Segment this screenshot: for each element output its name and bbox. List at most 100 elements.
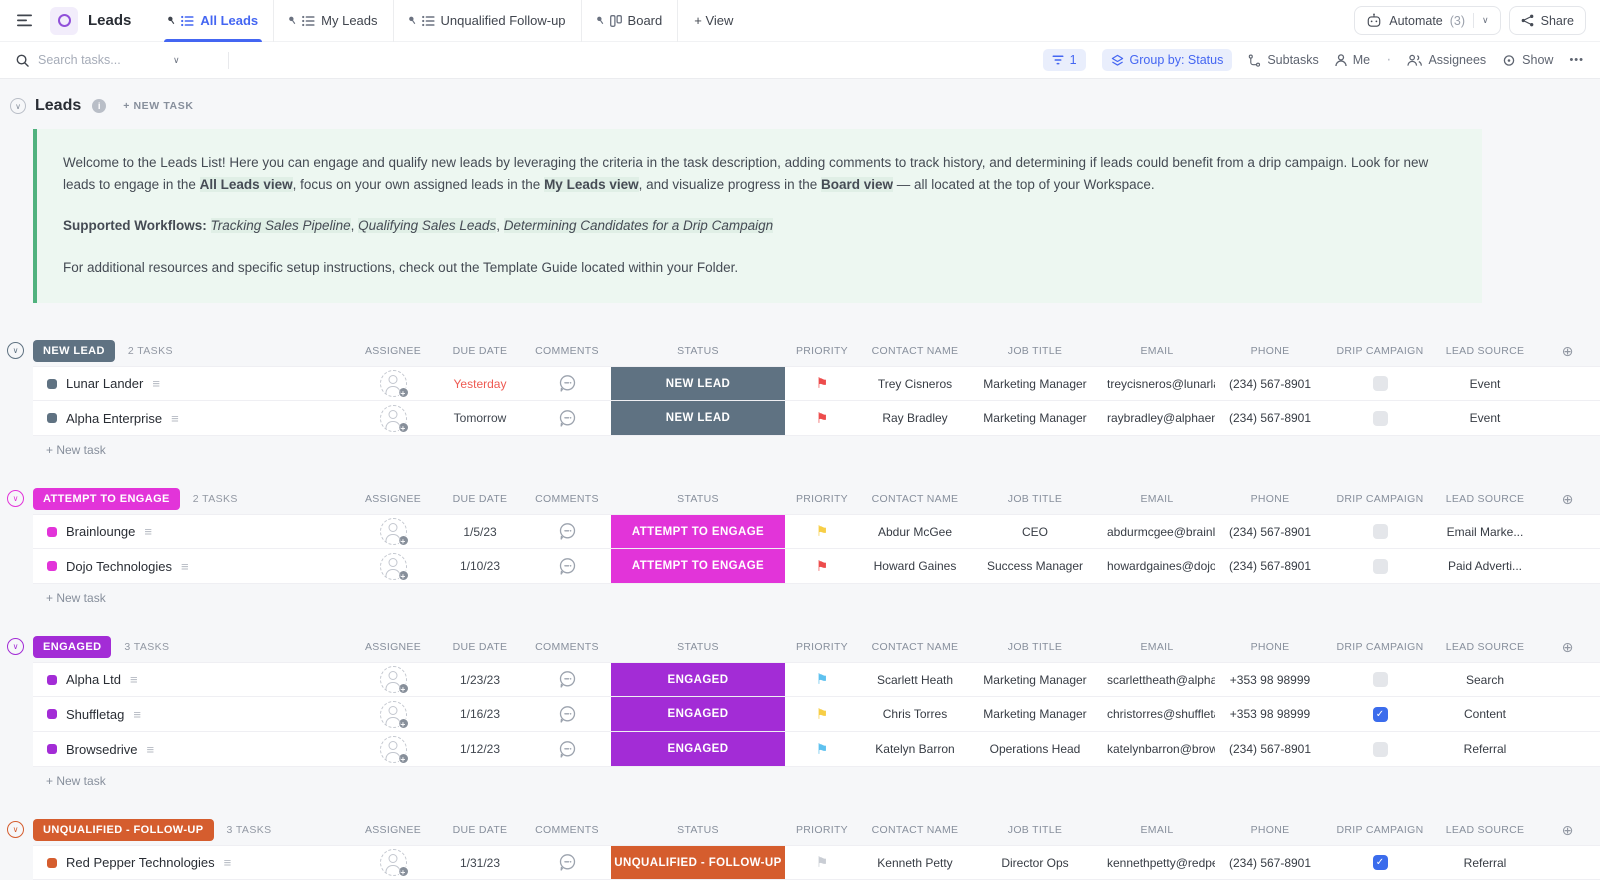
comment-icon[interactable] bbox=[558, 853, 577, 872]
column-header-drip-campaign[interactable]: DRIP CAMPAIGN bbox=[1336, 641, 1424, 654]
chevron-down-icon[interactable]: ∨ bbox=[173, 54, 180, 65]
task-name[interactable]: Dojo Technologies bbox=[66, 558, 172, 574]
group-collapse-icon[interactable]: ∨ bbox=[7, 490, 24, 508]
status-badge[interactable]: ENGAGED bbox=[611, 663, 785, 697]
collapse-chevron-icon[interactable]: ∨ bbox=[10, 98, 26, 114]
job-title[interactable]: Director Ops bbox=[1001, 855, 1069, 870]
description-icon[interactable]: ≡ bbox=[133, 706, 141, 722]
chevron-down-icon[interactable]: ∨ bbox=[1482, 15, 1489, 25]
email[interactable]: scarlettheath@alphal bbox=[1107, 672, 1215, 687]
contact-name[interactable]: Howard Gaines bbox=[873, 559, 957, 574]
add-column-icon[interactable]: ⊕ bbox=[1561, 638, 1574, 655]
column-header-contact-name[interactable]: CONTACT NAME bbox=[871, 824, 959, 837]
task-name[interactable]: Shuffletag bbox=[66, 706, 125, 722]
column-header-due-date[interactable]: DUE DATE bbox=[452, 493, 508, 506]
column-header-phone[interactable]: PHONE bbox=[1250, 493, 1290, 506]
priority-flag-icon[interactable]: ⚑ bbox=[815, 671, 829, 688]
email[interactable]: treycisneros@lunarla bbox=[1107, 376, 1215, 391]
add-column-icon[interactable]: ⊕ bbox=[1561, 821, 1574, 838]
column-header-status[interactable]: STATUS bbox=[677, 493, 719, 506]
phone[interactable]: (234) 567-8901 bbox=[1228, 411, 1312, 426]
column-header-contact-name[interactable]: CONTACT NAME bbox=[871, 641, 959, 654]
sidebar-toggle-icon[interactable] bbox=[12, 8, 38, 34]
description-icon[interactable]: ≡ bbox=[152, 376, 160, 392]
due-date[interactable]: 1/23/23 bbox=[459, 672, 501, 687]
column-header-email[interactable]: EMAIL bbox=[1140, 641, 1174, 654]
contact-name[interactable]: Kenneth Petty bbox=[877, 855, 953, 870]
group-collapse-icon[interactable]: ∨ bbox=[7, 342, 24, 360]
description-icon[interactable]: ≡ bbox=[171, 410, 179, 426]
due-date[interactable]: 1/12/23 bbox=[459, 742, 501, 757]
contact-name[interactable]: Trey Cisneros bbox=[877, 376, 953, 391]
job-title[interactable]: Marketing Manager bbox=[983, 376, 1087, 391]
job-title[interactable]: Operations Head bbox=[989, 742, 1081, 757]
column-header-email[interactable]: EMAIL bbox=[1140, 824, 1174, 837]
drip-campaign-checkbox[interactable] bbox=[1372, 410, 1388, 426]
due-date[interactable]: 1/16/23 bbox=[459, 707, 501, 722]
task-name[interactable]: Browsedrive bbox=[66, 741, 138, 757]
column-header-comments[interactable]: COMMENTS bbox=[535, 493, 599, 506]
add-column-icon[interactable]: ⊕ bbox=[1561, 490, 1574, 507]
comment-icon[interactable] bbox=[558, 557, 577, 576]
table-row[interactable]: Alpha Enterprise ≡ + Tomorrow NEW LEAD ⚑ … bbox=[33, 401, 1600, 437]
column-header-drip-campaign[interactable]: DRIP CAMPAIGN bbox=[1336, 493, 1424, 506]
column-header-priority[interactable]: PRIORITY bbox=[796, 493, 848, 506]
job-title[interactable]: Marketing Manager bbox=[983, 411, 1087, 426]
description-icon[interactable]: ≡ bbox=[181, 558, 189, 574]
add-assignee-button[interactable]: + bbox=[379, 700, 409, 729]
add-assignee-button[interactable]: + bbox=[379, 518, 409, 547]
priority-flag-icon[interactable]: ⚑ bbox=[815, 523, 829, 540]
add-assignee-button[interactable]: + bbox=[379, 666, 409, 695]
add-assignee-button[interactable]: + bbox=[379, 370, 409, 399]
column-header-phone[interactable]: PHONE bbox=[1250, 824, 1290, 837]
phone[interactable]: (234) 567-8901 bbox=[1228, 559, 1312, 574]
comment-icon[interactable] bbox=[558, 740, 577, 759]
column-header-lead-source[interactable]: LEAD SOURCE bbox=[1445, 345, 1525, 358]
column-header-status[interactable]: STATUS bbox=[677, 345, 719, 358]
comment-icon[interactable] bbox=[558, 670, 577, 689]
job-title[interactable]: Marketing Manager bbox=[983, 707, 1087, 722]
job-title[interactable]: Success Manager bbox=[986, 559, 1084, 574]
due-date[interactable]: 1/31/23 bbox=[459, 855, 501, 870]
add-assignee-button[interactable]: + bbox=[379, 735, 409, 764]
table-row[interactable]: Browsedrive ≡ + 1/12/23 ENGAGED ⚑ Katelyn… bbox=[33, 732, 1600, 768]
status-badge[interactable]: ATTEMPT TO ENGAGE bbox=[611, 549, 785, 584]
table-row[interactable]: Brainlounge ≡ + 1/5/23 ATTEMPT TO ENGAGE … bbox=[33, 514, 1600, 550]
column-header-assignee[interactable]: ASSIGNEE bbox=[364, 824, 422, 837]
add-view-button[interactable]: + View bbox=[677, 0, 749, 42]
column-header-assignee[interactable]: ASSIGNEE bbox=[364, 345, 422, 358]
lead-source[interactable]: Referral bbox=[1463, 742, 1507, 757]
column-header-phone[interactable]: PHONE bbox=[1250, 641, 1290, 654]
contact-name[interactable]: Katelyn Barron bbox=[875, 742, 955, 757]
add-assignee-button[interactable]: + bbox=[379, 552, 409, 581]
column-header-comments[interactable]: COMMENTS bbox=[535, 641, 599, 654]
tab-all-leads[interactable]: All Leads bbox=[153, 0, 273, 42]
tab-my-leads[interactable]: My Leads bbox=[273, 0, 392, 42]
status-badge[interactable]: ATTEMPT TO ENGAGE bbox=[611, 515, 785, 549]
column-header-drip-campaign[interactable]: DRIP CAMPAIGN bbox=[1336, 345, 1424, 358]
column-header-assignee[interactable]: ASSIGNEE bbox=[364, 493, 422, 506]
priority-flag-icon[interactable]: ⚑ bbox=[815, 854, 829, 871]
column-header-lead-source[interactable]: LEAD SOURCE bbox=[1445, 641, 1525, 654]
email[interactable]: katelynbarron@brows bbox=[1107, 742, 1215, 757]
column-header-email[interactable]: EMAIL bbox=[1140, 345, 1174, 358]
task-name[interactable]: Alpha Ltd bbox=[66, 672, 121, 688]
comment-icon[interactable] bbox=[558, 374, 577, 393]
add-assignee-button[interactable]: + bbox=[379, 849, 409, 878]
contact-name[interactable]: Ray Bradley bbox=[882, 411, 948, 426]
column-header-priority[interactable]: PRIORITY bbox=[796, 641, 848, 654]
column-header-due-date[interactable]: DUE DATE bbox=[452, 824, 508, 837]
assignees-button[interactable]: Assignees bbox=[1407, 53, 1486, 67]
lead-source[interactable]: Content bbox=[1463, 707, 1507, 722]
automate-button[interactable]: Automate (3) ∨ bbox=[1354, 6, 1501, 35]
status-badge[interactable]: NEW LEAD bbox=[611, 367, 785, 401]
new-task-row-button[interactable]: + New task bbox=[46, 443, 106, 458]
due-date[interactable]: Tomorrow bbox=[453, 411, 507, 426]
info-icon[interactable]: i bbox=[92, 99, 107, 113]
column-header-comments[interactable]: COMMENTS bbox=[535, 824, 599, 837]
new-task-row-button[interactable]: + New task bbox=[46, 774, 106, 789]
priority-flag-icon[interactable]: ⚑ bbox=[815, 740, 829, 757]
lead-source[interactable]: Paid Adverti... bbox=[1447, 559, 1523, 574]
email[interactable]: kennethpetty@redpe bbox=[1107, 855, 1215, 870]
phone[interactable]: +353 98 98999 bbox=[1229, 672, 1311, 687]
